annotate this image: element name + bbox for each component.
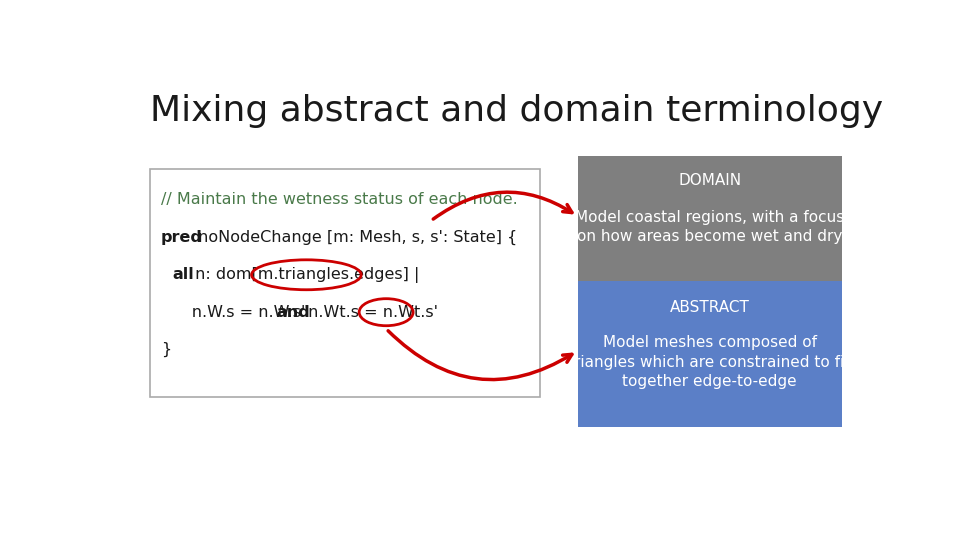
Text: n.Wt.s = n.Wt.s': n.Wt.s = n.Wt.s' bbox=[303, 305, 438, 320]
Text: // Maintain the wetness status of each node.: // Maintain the wetness status of each n… bbox=[161, 192, 517, 207]
Text: DOMAIN: DOMAIN bbox=[678, 173, 741, 188]
Text: n: dom[m.triangles.edges] |: n: dom[m.triangles.edges] | bbox=[190, 267, 420, 283]
Text: ABSTRACT: ABSTRACT bbox=[670, 300, 750, 315]
Text: pred: pred bbox=[161, 230, 203, 245]
FancyBboxPatch shape bbox=[578, 156, 842, 281]
Text: Mixing abstract and domain terminology: Mixing abstract and domain terminology bbox=[150, 94, 883, 128]
Text: }: } bbox=[161, 342, 171, 357]
Text: all: all bbox=[173, 267, 195, 282]
Text: Model coastal regions, with a focus
on how areas become wet and dry: Model coastal regions, with a focus on h… bbox=[575, 210, 844, 245]
FancyBboxPatch shape bbox=[578, 281, 842, 427]
Text: noNodeChange [m: Mesh, s, s': State] {: noNodeChange [m: Mesh, s, s': State] { bbox=[193, 230, 517, 245]
Text: n.W.s = n.W.s': n.W.s = n.W.s' bbox=[161, 305, 310, 320]
Text: Model meshes composed of
triangles which are constrained to fit
together edge-to: Model meshes composed of triangles which… bbox=[568, 335, 851, 389]
Text: and: and bbox=[276, 305, 310, 320]
FancyBboxPatch shape bbox=[150, 168, 540, 397]
